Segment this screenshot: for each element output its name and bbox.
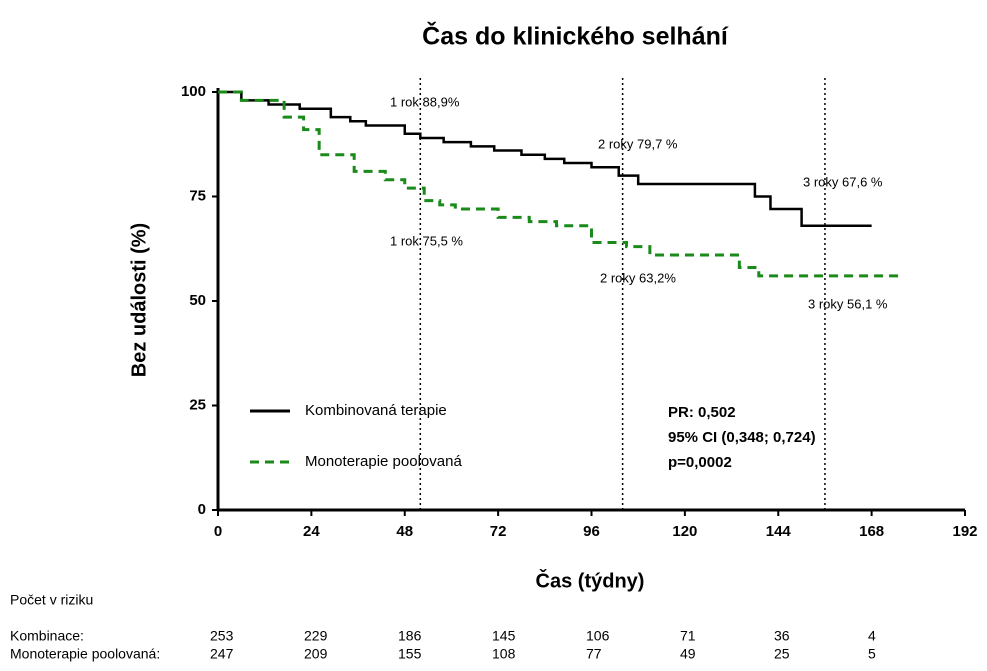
risk-value: 25 — [774, 646, 790, 662]
x-tick-label: 72 — [490, 523, 507, 540]
x-tick-label: 168 — [859, 523, 884, 540]
risk-value: 4 — [868, 628, 876, 644]
annotation: 2 roky 79,7 % — [598, 136, 678, 151]
risk-value: 71 — [680, 628, 696, 644]
risk-value: 108 — [492, 646, 516, 662]
risk-value: 253 — [210, 628, 234, 644]
annotation: 1 rok 75,5 % — [390, 233, 463, 248]
legend-label: Kombinovaná terapie — [305, 402, 447, 419]
x-tick-label: 120 — [672, 523, 697, 540]
y-tick-label: 50 — [189, 292, 206, 309]
chart-title: Čas do klinického selhání — [422, 21, 729, 51]
risk-value: 247 — [210, 646, 234, 662]
risk-value: 209 — [304, 646, 328, 662]
y-tick-label: 100 — [181, 83, 206, 100]
x-tick-label: 24 — [303, 523, 320, 540]
risk-value: 36 — [774, 628, 790, 644]
y-tick-label: 0 — [198, 501, 206, 518]
stat-text: 95% CI (0,348; 0,724) — [668, 429, 816, 446]
y-tick-label: 25 — [189, 396, 206, 413]
legend-label: Monoterapie poolovaná — [305, 453, 462, 470]
x-tick-label: 192 — [952, 523, 977, 540]
risk-label: Kombinace: — [10, 628, 84, 644]
stat-text: PR: 0,502 — [668, 404, 736, 421]
risk-label: Monoterapie poolovaná: — [10, 646, 160, 662]
x-tick-label: 0 — [214, 523, 222, 540]
y-axis-label: Bez události (%) — [128, 223, 150, 377]
km-curve — [218, 90, 872, 228]
annotation: 3 roky 56,1 % — [808, 296, 888, 311]
annotation: 2 roky 63,2% — [600, 270, 676, 285]
risk-value: 155 — [398, 646, 422, 662]
x-tick-label: 96 — [583, 523, 600, 540]
x-tick-label: 144 — [766, 523, 792, 540]
risk-value: 229 — [304, 628, 328, 644]
km-curve — [218, 90, 899, 278]
risk-value: 106 — [586, 628, 610, 644]
risk-value: 5 — [868, 646, 876, 662]
x-tick-label: 48 — [396, 523, 413, 540]
risk-title: Počet v riziku — [10, 592, 93, 608]
risk-value: 77 — [586, 646, 602, 662]
y-tick-label: 75 — [189, 187, 206, 204]
x-axis-label: Čas (týdny) — [536, 568, 645, 592]
risk-value: 145 — [492, 628, 516, 644]
risk-value: 49 — [680, 646, 696, 662]
annotation: 3 roky 67,6 % — [803, 174, 883, 189]
annotation: 1 rok 88,9% — [390, 94, 460, 109]
risk-value: 186 — [398, 628, 422, 644]
stat-text: p=0,0002 — [668, 454, 732, 471]
